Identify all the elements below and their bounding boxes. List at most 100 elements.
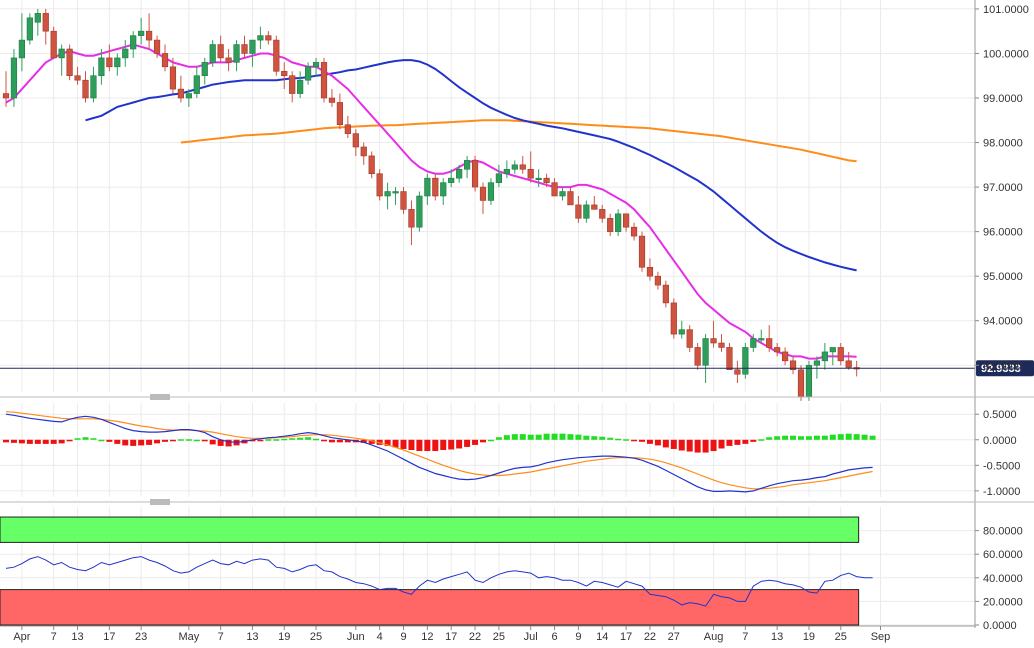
macd-histogram-bar: [654, 439, 661, 446]
macd-y-tick-label: -1.0000: [983, 486, 1020, 498]
candle: [575, 196, 582, 223]
candle: [114, 53, 121, 76]
macd-panel: [3, 411, 876, 493]
candle: [543, 173, 550, 188]
candle: [813, 356, 820, 379]
macd-histogram-bar: [106, 439, 113, 442]
macd-histogram-bar: [464, 439, 471, 447]
panel-resize-handle[interactable]: [150, 394, 170, 400]
candle-body: [781, 351, 789, 362]
candle-body: [567, 191, 574, 206]
x-tick-label: Jun: [347, 631, 365, 643]
panel-resize-handle[interactable]: [150, 499, 170, 505]
candle: [138, 17, 145, 45]
macd-histogram-bar: [583, 435, 590, 440]
macd-signal-line: [5, 411, 873, 490]
macd-histogram-bar: [527, 434, 534, 440]
candle-body: [58, 48, 65, 59]
last-price-badge: [976, 360, 1034, 377]
candle: [344, 115, 351, 139]
macd-histogram-bar: [281, 438, 288, 441]
candle: [34, 8, 41, 36]
candle-body: [575, 204, 582, 219]
candle-body: [630, 226, 638, 237]
x-tick-label: 22: [644, 631, 656, 643]
macd-histogram-bar: [813, 435, 820, 440]
macd-histogram-bar: [495, 437, 502, 440]
candle-body: [662, 284, 669, 304]
x-tick-label: 14: [596, 631, 608, 643]
candle-body: [408, 209, 415, 228]
macd-histogram-bar: [694, 439, 701, 453]
price-y-tick-label: 95.0000: [983, 271, 1023, 283]
price-y-tick-label: 96.0000: [983, 227, 1023, 239]
candle-body: [257, 35, 264, 41]
candle-body: [273, 39, 280, 72]
candle-body: [487, 182, 495, 201]
candle-body: [225, 57, 232, 63]
macd-histogram-bar: [289, 438, 296, 440]
candle-body: [527, 168, 534, 179]
candle: [185, 89, 192, 107]
candle: [42, 8, 49, 45]
macd-histogram-bar: [432, 439, 439, 452]
candle-body: [654, 275, 661, 286]
candle: [130, 31, 137, 58]
candle-body: [837, 347, 844, 362]
x-tick-label: 25: [493, 631, 505, 643]
candle-body: [416, 195, 423, 228]
macd-histogram-bar: [670, 439, 677, 449]
macd-histogram-bar: [702, 439, 709, 453]
candle: [241, 35, 248, 58]
candle-body: [479, 186, 487, 201]
candle-body: [829, 347, 836, 353]
candle-body: [622, 213, 630, 228]
candle: [583, 200, 590, 223]
candle: [845, 351, 852, 370]
candle: [66, 44, 73, 81]
candle-body: [26, 17, 33, 41]
macd-histogram-bar: [201, 439, 208, 442]
macd-histogram-bar: [805, 436, 812, 440]
price-y-tick-label: 99.0000: [983, 93, 1023, 105]
candle: [495, 164, 503, 188]
candle-body: [209, 44, 216, 63]
candle: [106, 44, 113, 72]
panel-resize-handles[interactable]: [150, 394, 170, 505]
macd-histogram-bar: [774, 436, 781, 440]
candle-body: [98, 57, 105, 77]
candle-body: [241, 44, 248, 54]
candle: [225, 49, 232, 72]
candle-body: [297, 79, 304, 94]
candle-body: [18, 39, 26, 59]
macd-histogram-bar: [472, 439, 479, 445]
macd-histogram-bar: [162, 439, 168, 442]
candle: [265, 31, 272, 45]
candle: [177, 75, 185, 103]
macd-histogram-bar: [758, 439, 765, 441]
macd-histogram-bar: [631, 439, 638, 442]
candle-body: [503, 168, 510, 175]
candle-body: [440, 182, 447, 197]
candle: [352, 129, 359, 156]
candle: [527, 151, 534, 183]
candle-body: [66, 48, 73, 77]
candle-body: [201, 62, 208, 77]
candle: [591, 196, 598, 210]
candle-body: [638, 235, 646, 268]
macd-histogram-bar: [344, 439, 351, 443]
macd-histogram-bar: [257, 439, 264, 442]
x-tick-label: 12: [421, 631, 433, 643]
candle-body: [702, 338, 709, 366]
x-tick-label: Apr: [13, 631, 30, 643]
macd-histogram-bar: [3, 439, 9, 443]
candle: [416, 191, 423, 232]
candle-body: [400, 191, 407, 210]
macd-histogram-bar: [313, 438, 320, 441]
candle: [289, 71, 296, 103]
x-tick-label: 9: [400, 631, 406, 643]
macd-histogram-bar: [591, 436, 598, 440]
macd-histogram-bar: [58, 439, 65, 444]
